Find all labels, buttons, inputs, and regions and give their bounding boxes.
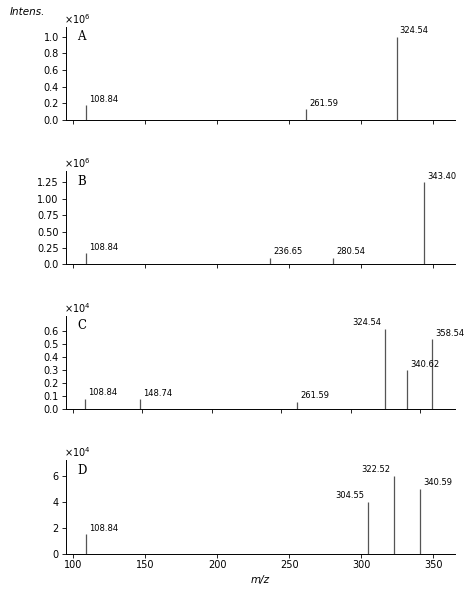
Text: 304.55: 304.55	[336, 491, 365, 500]
Text: 322.52: 322.52	[362, 465, 391, 474]
Text: 108.84: 108.84	[88, 388, 117, 397]
Text: $\times$10$^{6}$: $\times$10$^{6}$	[64, 12, 91, 25]
Text: 324.54: 324.54	[353, 318, 382, 327]
Text: 358.54: 358.54	[435, 329, 464, 337]
Text: $\times$10$^{6}$: $\times$10$^{6}$	[64, 156, 91, 170]
Text: B: B	[77, 175, 86, 188]
Text: 261.59: 261.59	[300, 391, 329, 400]
Text: 261.59: 261.59	[309, 99, 338, 108]
Text: 148.74: 148.74	[144, 389, 173, 398]
Text: 280.54: 280.54	[336, 247, 365, 256]
Text: A: A	[77, 30, 86, 43]
Text: 343.40: 343.40	[427, 172, 456, 181]
Text: 340.59: 340.59	[423, 478, 452, 487]
Text: 108.84: 108.84	[89, 243, 118, 252]
Text: $\times$10$^{4}$: $\times$10$^{4}$	[64, 446, 91, 459]
Text: Intens.: Intens.	[9, 7, 45, 17]
X-axis label: m/z: m/z	[251, 575, 270, 585]
Text: D: D	[77, 464, 87, 477]
Text: 108.84: 108.84	[89, 524, 118, 533]
Text: 324.54: 324.54	[400, 26, 429, 36]
Text: 236.65: 236.65	[273, 247, 302, 256]
Text: C: C	[77, 320, 86, 333]
Text: $\times$10$^{4}$: $\times$10$^{4}$	[64, 301, 91, 315]
Text: 108.84: 108.84	[89, 95, 118, 104]
Text: 340.62: 340.62	[410, 360, 439, 369]
